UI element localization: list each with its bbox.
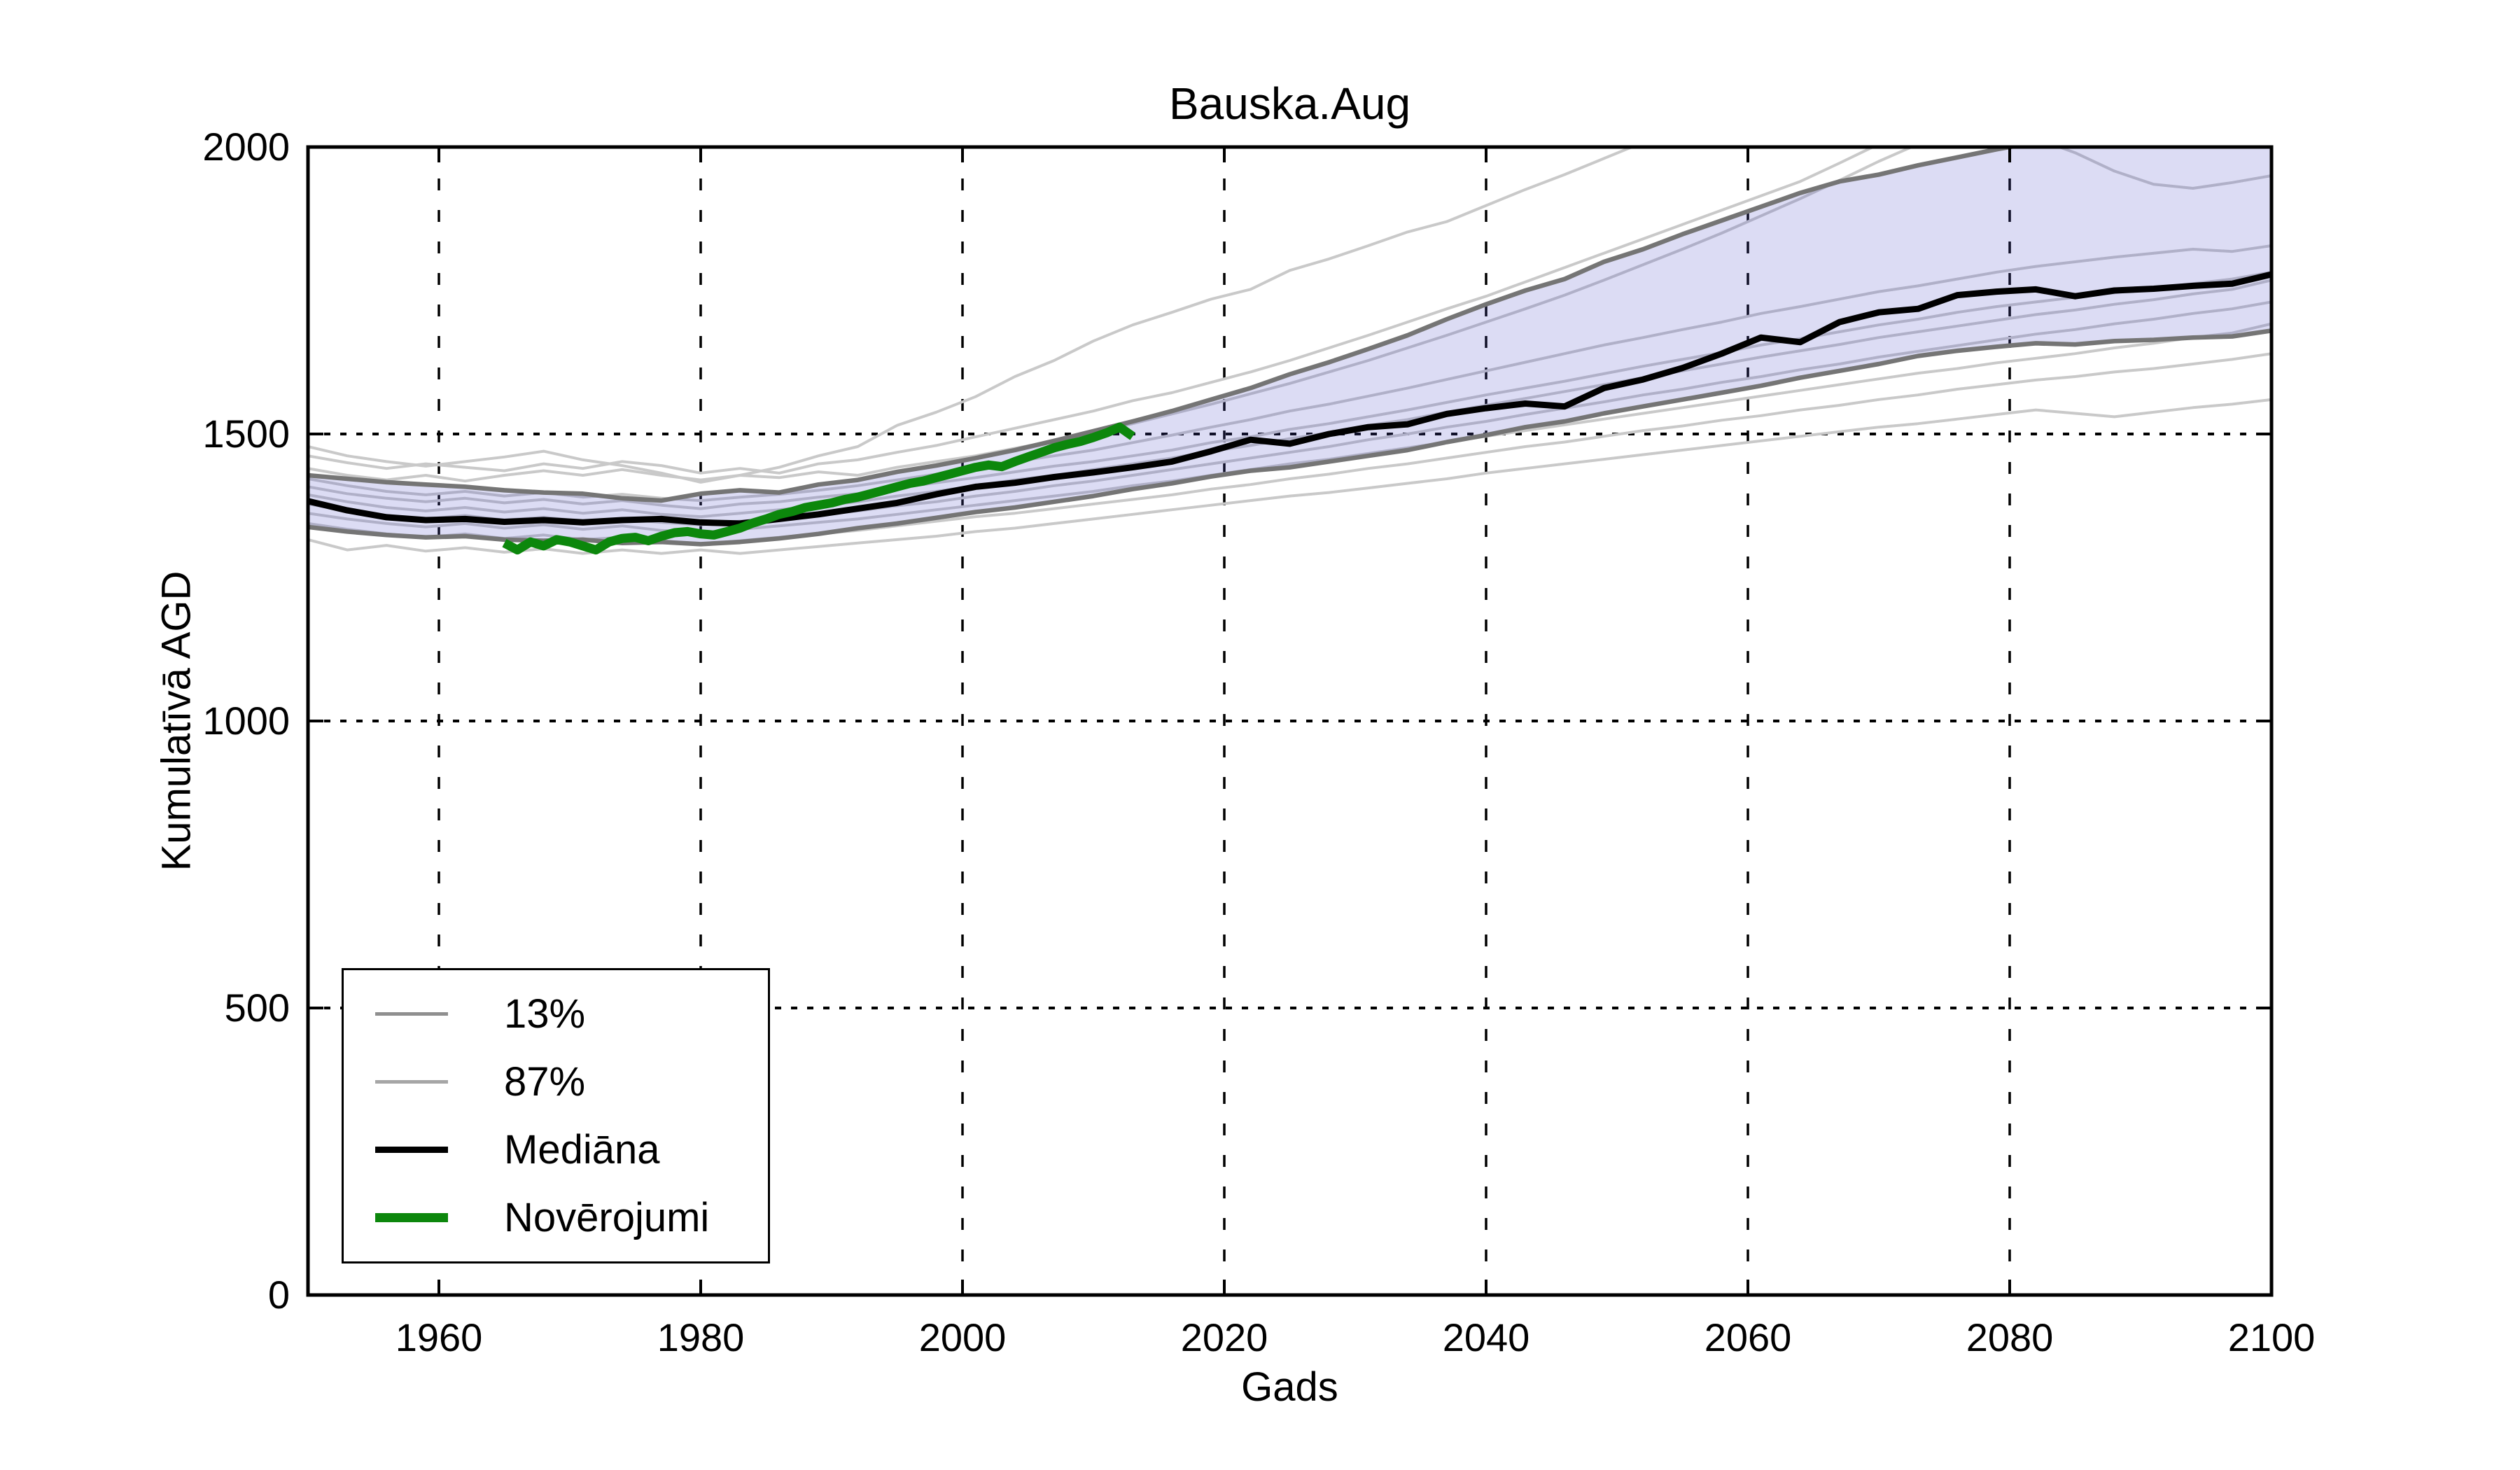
x-tick-label: 2100	[2228, 1315, 2316, 1359]
tick-labels: 1960 1980 2000 2020 2040 2060 2080 2100 0 500 1000…	[202, 125, 2315, 1359]
x-tick-label: 2000	[919, 1315, 1007, 1359]
tick-marks	[308, 146, 2273, 1296]
legend-item-mediana: Mediāna	[344, 1116, 768, 1184]
legend: 13% 87% Mediāna Novērojumi	[342, 968, 770, 1264]
y-tick-label: 1500	[202, 412, 290, 456]
legend-item-87pct: 87%	[344, 1048, 768, 1116]
plot-area	[308, 147, 2272, 555]
y-tick-label: 0	[268, 1273, 290, 1317]
legend-line-87pct-swatch	[375, 1080, 448, 1084]
series-run6	[308, 279, 2272, 519]
y-tick-label: 500	[225, 986, 290, 1030]
legend-label-noverojumi: Novērojumi	[504, 1195, 710, 1240]
legend-line-noverojumi-swatch	[375, 1213, 448, 1222]
x-tick-label: 1980	[657, 1315, 745, 1359]
series-run4	[308, 244, 2272, 503]
series-run8	[308, 322, 2272, 534]
y-axis-label: Kumulatīvā AGD	[153, 570, 200, 872]
legend-line-13pct-swatch	[375, 1012, 448, 1016]
y-tick-label: 2000	[202, 125, 290, 169]
series-noverojumi	[502, 422, 1135, 555]
series-run5	[308, 270, 2272, 510]
series-run2	[308, 147, 1877, 475]
x-tick-label: 2040	[1443, 1315, 1530, 1359]
series-run1	[308, 147, 1636, 484]
percentile-band	[308, 147, 2272, 545]
x-axis-label: Gads	[1241, 1364, 1338, 1410]
legend-item-noverojumi: Novērojumi	[344, 1184, 768, 1252]
legend-label-mediana: Mediāna	[504, 1127, 660, 1172]
legend-line-mediana-swatch	[375, 1147, 448, 1153]
x-tick-label: 1960	[396, 1315, 483, 1359]
legend-label-13pct: 13%	[504, 991, 586, 1037]
series-run10	[308, 398, 2272, 555]
legend-item-13pct: 13%	[344, 980, 768, 1048]
series-87%	[308, 147, 2023, 503]
x-tick-label: 2020	[1181, 1315, 1268, 1359]
series-mediana	[308, 271, 2272, 527]
x-tick-label: 2060	[1704, 1315, 1792, 1359]
chart-title: Bauska.Aug	[1168, 78, 1411, 129]
y-tick-label: 1000	[202, 699, 290, 743]
legend-label-87pct: 87%	[504, 1059, 586, 1105]
series-13%	[308, 328, 2272, 547]
x-tick-label: 2080	[1966, 1315, 2054, 1359]
series-run3	[308, 147, 2272, 483]
